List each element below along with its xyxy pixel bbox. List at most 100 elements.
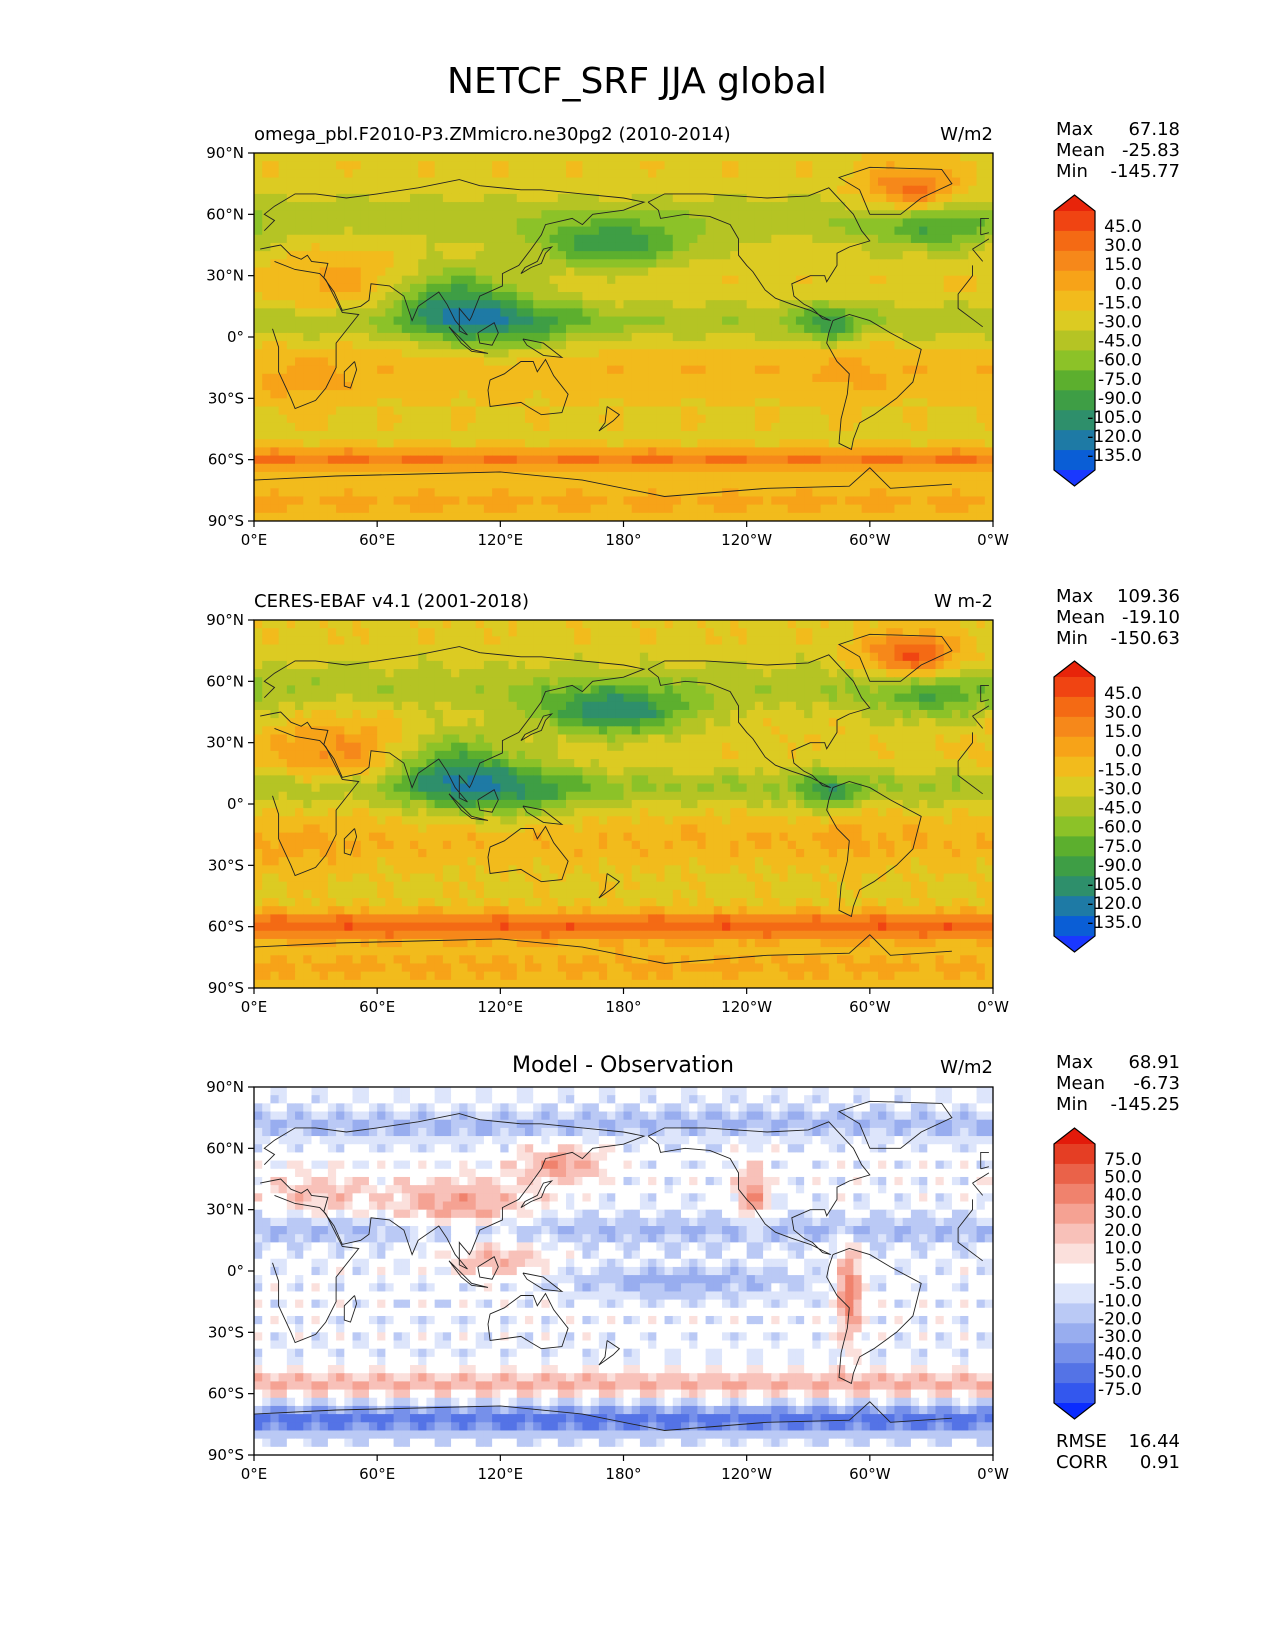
- grid-cell: [459, 177, 469, 187]
- grid-cell: [582, 636, 592, 646]
- grid-cell: [319, 242, 329, 252]
- grid-cell: [902, 169, 912, 179]
- grid-cell: [475, 512, 485, 521]
- grid-cell: [533, 234, 542, 244]
- grid-cell: [984, 496, 993, 506]
- grid-cell: [754, 414, 764, 424]
- grid-cell: [615, 153, 625, 162]
- grid-cell: [410, 488, 419, 498]
- grid-cell: [845, 193, 855, 203]
- grid-cell: [533, 480, 542, 489]
- grid-cell: [533, 267, 542, 277]
- grid-cell: [566, 226, 575, 236]
- coastline: [957, 265, 983, 328]
- grid-cell: [549, 242, 559, 252]
- grid-cell: [738, 447, 748, 457]
- grid-cell: [442, 341, 452, 350]
- grid-cell: [656, 447, 666, 457]
- grid-cell: [968, 193, 978, 203]
- grid-cell: [812, 414, 822, 424]
- grid-cell: [754, 439, 764, 448]
- grid-cell: [451, 332, 460, 342]
- grid-cell: [656, 259, 666, 269]
- grid-cell: [943, 636, 953, 646]
- grid-cell: [311, 644, 321, 654]
- grid-cell: [319, 652, 329, 662]
- grid-cell: [795, 210, 805, 220]
- grid-cell: [795, 259, 805, 269]
- grid-cell: [295, 431, 304, 440]
- grid-cell: [894, 504, 904, 514]
- grid-cell: [541, 202, 551, 211]
- grid-cell: [713, 406, 723, 416]
- grid-cell: [656, 365, 666, 375]
- grid-cell: [828, 300, 838, 309]
- grid-cell: [697, 381, 707, 391]
- grid-cell: [508, 349, 518, 359]
- grid-cell: [713, 677, 723, 687]
- grid-cell: [533, 398, 542, 408]
- grid-cell: [943, 193, 953, 203]
- grid-cell: [656, 202, 666, 211]
- grid-cell: [713, 169, 723, 179]
- grid-cell: [467, 398, 477, 408]
- grid-cell: [919, 153, 928, 162]
- grid-cell: [442, 242, 452, 252]
- grid-cell: [968, 414, 978, 424]
- grid-cell: [557, 300, 567, 309]
- grid-cell: [680, 652, 690, 662]
- grid-cell: [771, 210, 781, 220]
- grid-cell: [976, 202, 986, 211]
- grid-cell: [549, 373, 559, 383]
- grid-cell: [459, 685, 469, 695]
- grid-cell: [508, 644, 518, 654]
- grid-cell: [344, 292, 354, 301]
- grid-cell: [500, 398, 510, 408]
- grid-cell: [368, 193, 378, 203]
- grid-cell: [311, 669, 321, 678]
- grid-cell: [639, 349, 649, 359]
- grid-cell: [804, 644, 813, 654]
- grid-cell: [336, 636, 345, 646]
- grid-cell: [771, 496, 781, 506]
- grid-cell: [385, 471, 395, 481]
- grid-cell: [344, 300, 354, 309]
- grid-cell: [319, 316, 329, 326]
- grid-cell: [730, 267, 740, 277]
- grid-cell: [845, 480, 855, 489]
- grid-cell: [516, 414, 526, 424]
- grid-cell: [418, 308, 428, 318]
- grid-cell: [763, 251, 772, 260]
- grid-cell: [385, 439, 395, 448]
- grid-cell: [401, 242, 411, 252]
- grid-cell: [598, 406, 608, 416]
- grid-cell: [327, 463, 337, 473]
- grid-cell: [738, 488, 748, 498]
- grid-cell: [541, 177, 551, 187]
- grid-cell: [795, 463, 805, 473]
- grid-cell: [804, 406, 813, 416]
- grid-cell: [418, 185, 428, 195]
- grid-cell: [746, 316, 756, 326]
- grid-cell: [779, 636, 789, 646]
- grid-cell: [886, 267, 896, 277]
- grid-cell: [853, 275, 863, 285]
- grid-cell: [311, 381, 321, 391]
- grid-cell: [262, 275, 272, 285]
- grid-cell: [894, 234, 904, 244]
- grid-cell: [836, 259, 846, 269]
- grid-cell: [541, 660, 551, 670]
- grid-cell: [697, 669, 707, 678]
- grid-cell: [393, 455, 403, 465]
- grid-cell: [262, 390, 272, 399]
- grid-cell: [295, 210, 304, 220]
- grid-cell: [771, 480, 781, 489]
- grid-cell: [828, 398, 838, 408]
- grid-cell: [344, 251, 354, 260]
- grid-cell: [524, 439, 534, 448]
- panel-model-units: W/m2: [940, 124, 993, 145]
- grid-cell: [336, 628, 345, 637]
- grid-cell: [459, 349, 469, 359]
- grid-cell: [327, 390, 337, 399]
- grid-cell: [680, 300, 690, 309]
